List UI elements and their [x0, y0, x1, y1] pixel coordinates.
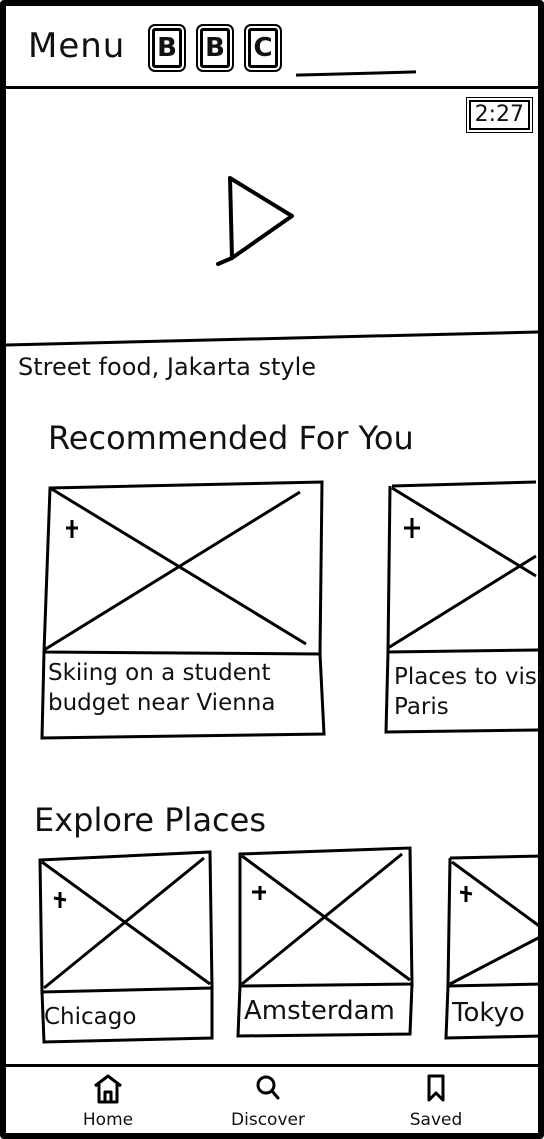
header-divider [6, 86, 538, 89]
place-name: Amsterdam [244, 996, 395, 1026]
explore-title: Explore Places [34, 801, 266, 839]
nav-label: Discover [231, 1110, 305, 1130]
video-duration: 2:27 [465, 97, 534, 133]
home-icon [94, 1074, 122, 1104]
menu-button[interactable]: Menu [28, 26, 126, 66]
nav-item-saved[interactable]: Saved [386, 1072, 486, 1130]
search-input[interactable] [295, 70, 417, 77]
bottom-nav: Home Discover Saved [6, 1068, 538, 1133]
nav-button-b-2[interactable]: B [196, 24, 234, 72]
nav-item-discover[interactable]: Discover [218, 1072, 318, 1130]
place-name: Tokyo [452, 998, 525, 1028]
place-card[interactable]: Chicago [34, 850, 214, 1046]
nav-button-c[interactable]: C [244, 24, 282, 72]
place-name: Chicago [44, 1004, 137, 1030]
search-icon [256, 1075, 280, 1100]
recommended-title: Recommended For You [48, 419, 414, 457]
place-card[interactable]: Tokyo [442, 852, 544, 1048]
place-card[interactable]: Amsterdam [234, 846, 414, 1042]
image-placeholder-icon [384, 480, 539, 734]
bookmark-icon [427, 1074, 445, 1102]
card-title: Places to visit in Paris [394, 664, 544, 720]
play-icon[interactable] [212, 172, 302, 268]
recommended-card[interactable]: Skiing on a student budget near Vienna [38, 480, 328, 740]
bottom-nav-divider [6, 1064, 538, 1067]
nav-label: Saved [409, 1110, 463, 1130]
image-placeholder-icon [38, 850, 214, 1044]
image-placeholder-icon [444, 854, 543, 1040]
recommended-card[interactable]: Places to visit in Paris [384, 480, 544, 740]
nav-button-b-1[interactable]: B [148, 24, 186, 72]
video-caption: Street food, Jakarta style [18, 353, 316, 381]
top-bar: Menu B B C [6, 6, 538, 88]
nav-item-home[interactable]: Home [58, 1072, 158, 1130]
nav-label: Home [82, 1110, 134, 1130]
image-placeholder-icon [236, 846, 414, 1038]
image-placeholder-icon [40, 480, 326, 740]
video-player[interactable]: 2:27 [6, 92, 538, 338]
card-title: Skiing on a student budget near Vienna [48, 660, 276, 716]
